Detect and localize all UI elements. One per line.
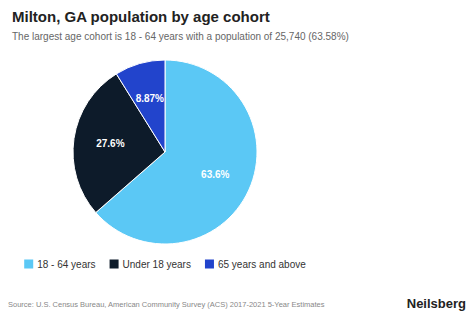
legend: 18 - 64 years Under 18 years 65 years and … xyxy=(24,259,306,270)
legend-item: 18 - 64 years xyxy=(24,259,95,270)
legend-swatch xyxy=(24,260,33,269)
legend-label: 18 - 64 years xyxy=(37,259,95,270)
background xyxy=(0,0,474,316)
source-note: Source: U.S. Census Bureau, American Com… xyxy=(8,300,325,309)
subtitle: The largest age cohort is 18 - 64 years … xyxy=(12,31,349,42)
data-label: 63.6% xyxy=(201,169,229,180)
legend-swatch xyxy=(110,260,119,269)
data-label: 27.6% xyxy=(96,138,124,149)
data-label: 8.87% xyxy=(136,93,164,104)
chart: Milton, GA population by age cohort The l… xyxy=(0,0,474,316)
pie xyxy=(73,60,257,244)
legend-swatch xyxy=(205,260,214,269)
legend-label: Under 18 years xyxy=(123,259,191,270)
brand: Neilsberg xyxy=(407,296,466,311)
title: Milton, GA population by age cohort xyxy=(12,8,270,25)
legend-item: Under 18 years xyxy=(110,259,191,270)
legend-label: 65 years and above xyxy=(218,259,306,270)
legend-item: 65 years and above xyxy=(205,259,306,270)
pie-slice xyxy=(73,74,165,213)
